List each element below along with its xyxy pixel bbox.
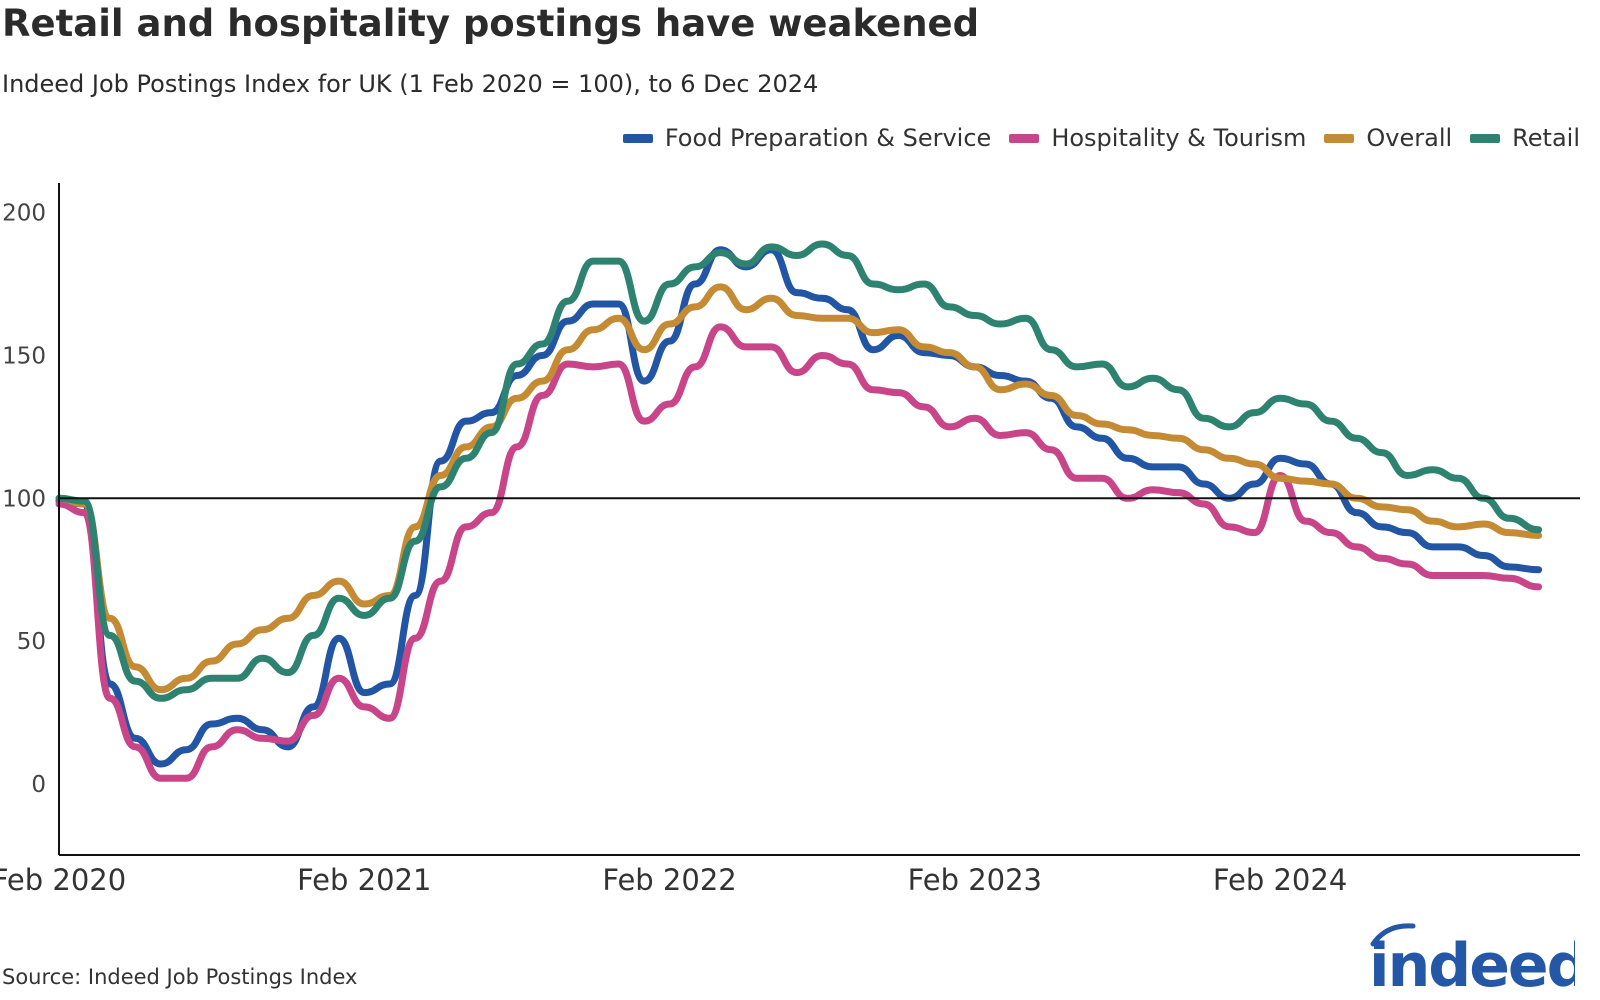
chart-title: Retail and hospitality postings have wea… [2,2,980,45]
x-tick-label: Feb 2021 [297,863,431,897]
series-line-hospitality-tourism [55,323,1543,782]
x-tick-label: Feb 2020 [0,863,126,897]
legend-label-retail: Retail [1512,124,1580,152]
legend: Food Preparation & Service Hospitality &… [622,124,1580,152]
chart-subtitle: Indeed Job Postings Index for UK (1 Feb … [2,70,819,98]
legend-swatch-retail [1470,133,1501,143]
legend-label-overall: Overall [1366,124,1453,152]
x-tick-label: Feb 2023 [908,863,1042,897]
y-tick-label: 200 [2,201,46,227]
y-tick-label: 150 [2,343,46,369]
legend-item-retail: Retail [1470,124,1580,152]
axes: 0 50 100 150 200 Feb 2020 Feb 2021 Feb 2022 Feb … [0,183,1580,897]
x-tick-label: Feb 2022 [602,863,736,897]
legend-item-hospitality: Hospitality & Tourism [1009,124,1306,152]
series-line-retail [55,240,1543,702]
legend-swatch-overall [1324,133,1355,143]
x-tick-label: Feb 2024 [1213,863,1347,897]
indeed-logo: indeed [1369,923,1575,992]
svg-text:indeed: indeed [1369,931,1575,992]
legend-item-overall: Overall [1324,124,1452,152]
y-tick-label: 0 [31,772,46,798]
legend-label-hospitality: Hospitality & Tourism [1051,124,1307,152]
series-lines [55,240,1543,782]
source-note: Source: Indeed Job Postings Index [2,965,358,989]
series-line-overall [55,283,1543,694]
series-line-food-preparation-service [55,246,1543,768]
legend-label-food: Food Preparation & Service [664,124,992,152]
legend-swatch-hospitality [1009,133,1040,143]
y-tick-label: 100 [2,486,46,512]
y-tick-label: 50 [17,629,46,655]
legend-swatch-food [622,133,653,143]
legend-item-food: Food Preparation & Service [622,124,992,152]
